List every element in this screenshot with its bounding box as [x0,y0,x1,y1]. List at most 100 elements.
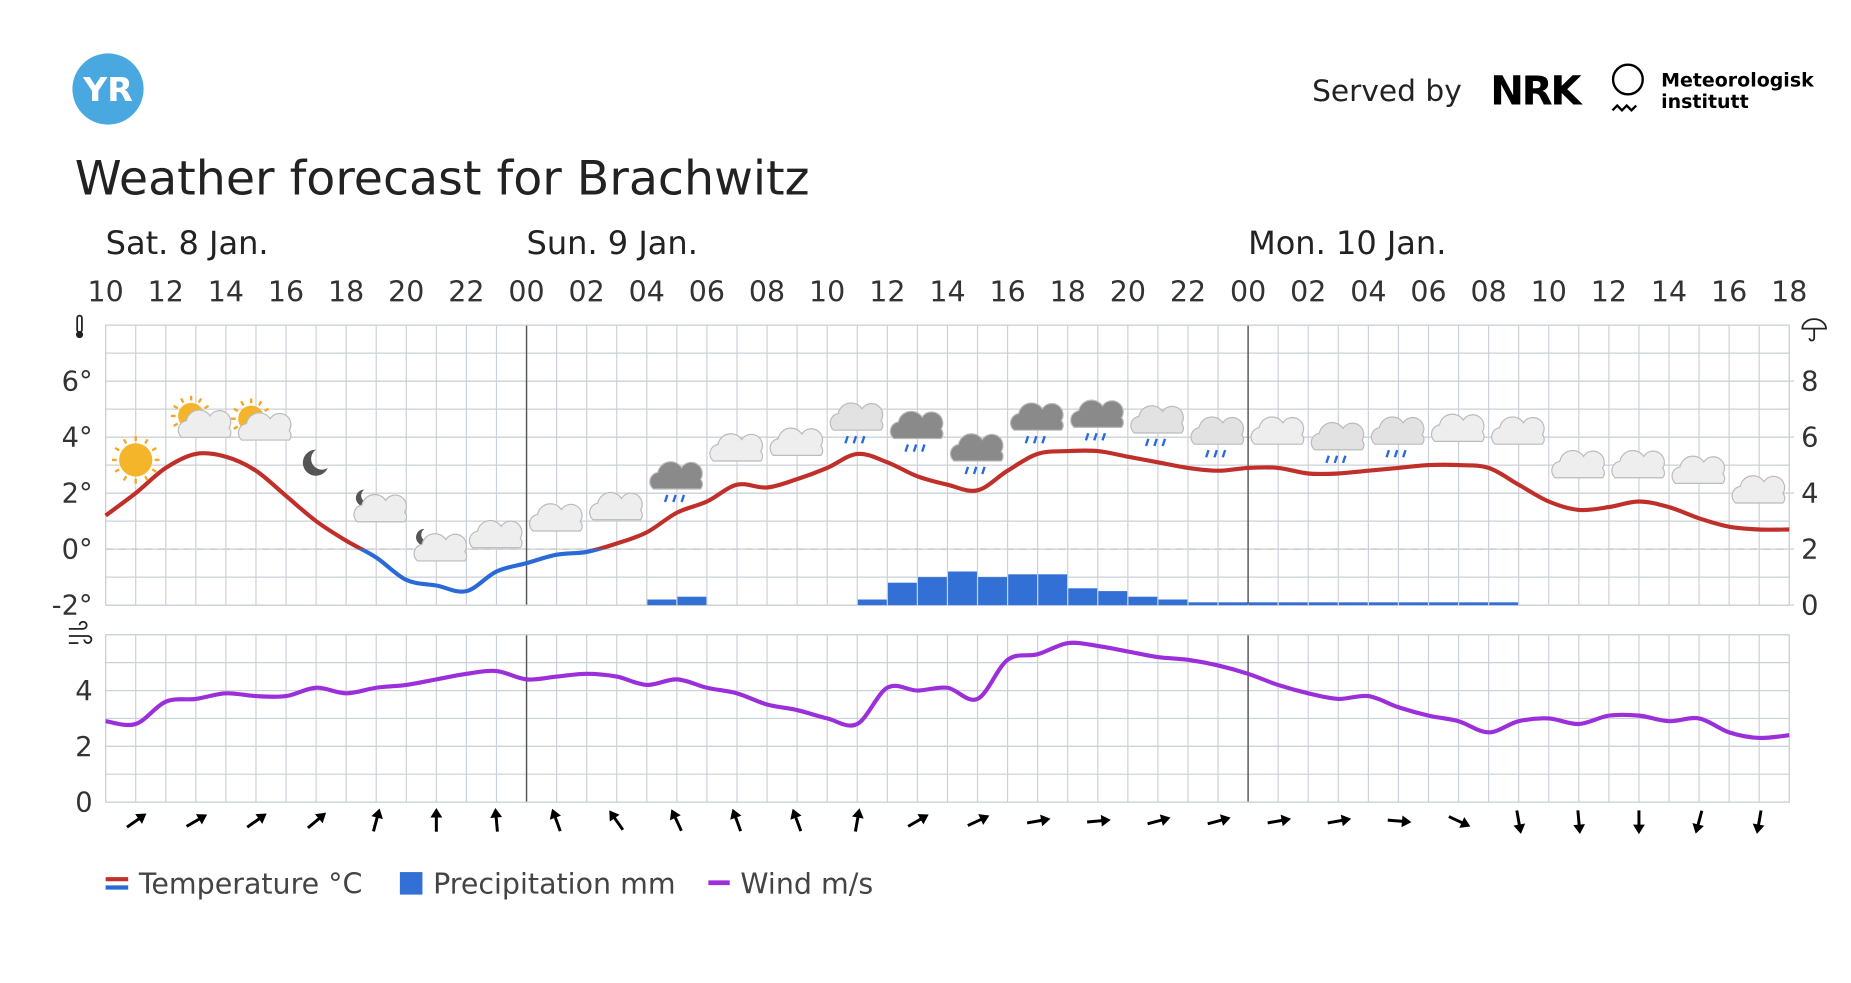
y-tick-label: 2° [62,479,93,510]
panel-border [105,634,1790,803]
wind-arrow [1573,810,1586,835]
precipitation-bar [1338,602,1368,606]
panel-border [105,324,1790,606]
wind-arrow [669,809,683,832]
cloud [1370,416,1425,445]
weather-symbol [1190,416,1245,458]
arrow-head [917,814,929,825]
raindrop [1084,432,1090,441]
wind-arrow [790,808,803,832]
precipitation-bar [647,599,677,606]
arrow-head [1159,814,1171,826]
sun-ray [240,400,245,406]
moon [302,449,328,476]
sun-ray [151,446,157,452]
cloud [1611,449,1665,479]
partner-logo: NRK [1490,67,1583,114]
precipitation-bar [1218,602,1248,606]
precipitation-bar [1489,602,1519,606]
x-tick-label: 22 [448,275,484,308]
raindrop [1024,435,1030,444]
cloud [1130,405,1184,434]
weather-symbol [529,503,583,532]
legend-label: Wind m/s [740,867,873,900]
arrow-head [1100,814,1111,827]
raindrop [844,435,849,444]
wind-arrow [185,814,208,828]
precipitation-bar [1008,574,1038,606]
wind-arrow [126,813,147,829]
cloud [529,503,583,532]
arrow-head [1340,814,1352,827]
wind-arrow [1513,810,1526,834]
arrow-head [1219,814,1231,826]
x-tick-label: 06 [689,275,725,308]
cloud [1551,449,1605,479]
y-tick-label: 2 [75,732,92,763]
weather-symbol [1070,399,1124,441]
x-tick-label: 00 [508,275,544,308]
wind-arrow [967,814,990,827]
wind-arrow [1633,810,1645,835]
umbrella-icon [1801,318,1827,342]
legend-swatch [399,872,423,895]
arrow-head [315,812,327,824]
sun-ray [197,397,203,404]
wind-arrow [1207,814,1231,826]
precipitation-bar [1399,602,1428,606]
met-logo [1611,63,1644,113]
x-tick-label: 20 [388,275,424,308]
y-tick-label: -2° [52,591,93,622]
x-tick-label: 14 [929,275,965,308]
raindrop [1393,449,1399,458]
y2-tick-label: 6 [1801,423,1818,454]
raindrop [921,444,926,452]
arrow-head [135,813,147,824]
weather-symbol [302,449,328,476]
sun-ray [203,404,210,410]
x-tick-label: 08 [1470,275,1506,308]
cloud [413,533,468,562]
sun-ray [233,425,239,430]
wind-arrow [852,808,864,832]
wind-arrow [1267,814,1292,827]
x-tick-label: 04 [629,275,665,308]
y2-tick-label: 2 [1801,535,1818,566]
wind-arrow [907,814,929,828]
x-tick-label: 12 [148,275,184,308]
sun-ray [179,397,185,404]
x-tick-label: 18 [1771,275,1807,308]
precipitation-bar [1158,599,1188,606]
wind-arrow [430,807,443,832]
raindrop [1205,449,1210,458]
wind-arrow [730,808,743,832]
precipitation-bar [1038,574,1068,606]
y-tick-label: 0 [75,788,92,819]
raindrop [860,435,866,444]
wind-arrow [1026,814,1051,827]
wind-arrow [1692,810,1704,834]
institute-line: institutt [1661,91,1749,113]
sun-ray [151,468,157,473]
cloud [177,409,232,438]
x-tick-label: 06 [1410,275,1446,308]
raindrop [981,466,986,475]
weather-symbol [1671,455,1726,484]
legend: Temperature °C Precipitation mm Wind m/s [105,867,873,900]
cloud [589,491,643,521]
sun-ray [122,475,128,482]
wind-arrow [490,808,503,832]
weather-symbol [1310,421,1365,464]
wind-line [105,640,1790,741]
weather-symbol [589,491,643,521]
yr-logo: YR [72,53,144,125]
arrow-head [669,809,681,821]
cloud [1671,455,1726,484]
arrow-head [195,814,208,825]
precipitation-bar [917,577,947,606]
wind-arrow [1087,814,1111,827]
sun-ray [257,400,263,406]
